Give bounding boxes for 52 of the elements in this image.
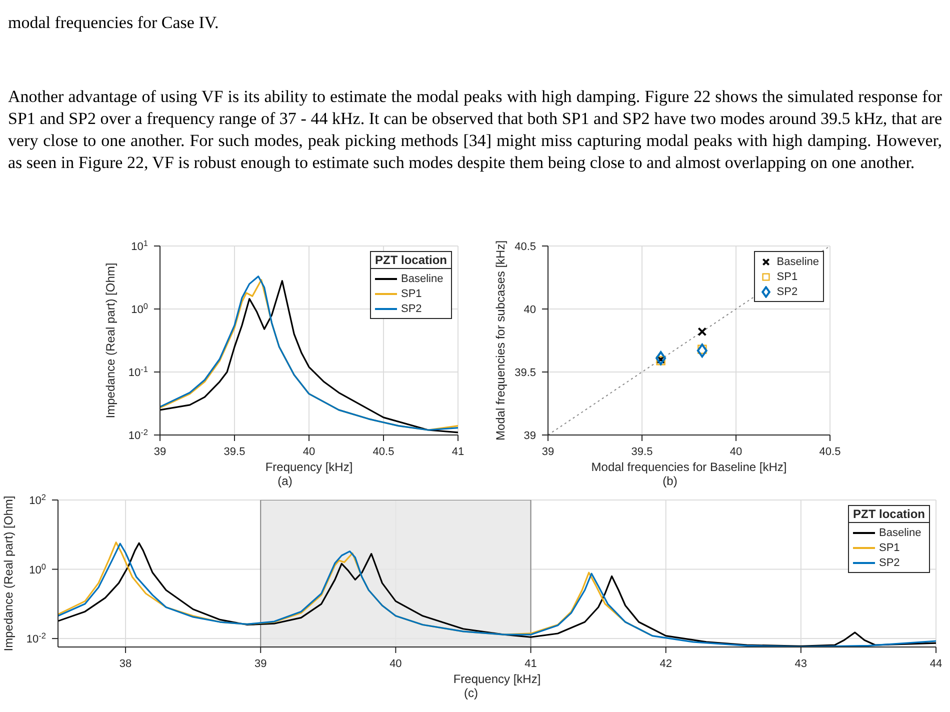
x-tick-label: 39.5 [631, 446, 653, 458]
y-tick-label: 10$^{-2}$ [26, 631, 46, 646]
legend-title: PZT location [849, 506, 929, 523]
legend-label: SP1 [879, 542, 900, 554]
x-tick-label: 40.5 [819, 446, 841, 458]
y-tick-label: 10$^{0}$ [131, 302, 148, 316]
legend-label: SP2 [401, 302, 422, 314]
text: (c) [463, 686, 479, 700]
y-axis-title: Impedance (Real part) [Ohm] [1, 496, 16, 652]
y-axis-title: Impedance (Real part) [Ohm] [103, 262, 118, 418]
y-tick-label: 39.5 [514, 367, 536, 379]
legend-label: SP1 [401, 288, 422, 300]
x-tick-label: 39.5 [224, 446, 246, 458]
legend-label: SP2 [776, 286, 798, 298]
x-tick-label: 39 [542, 446, 554, 458]
point [696, 344, 708, 358]
y-tick-label: 10$^{-2}$ [128, 428, 148, 442]
y-tick-label: 40.5 [514, 241, 536, 253]
legend-label: Baseline [401, 272, 444, 284]
legend-label: SP1 [776, 270, 798, 282]
x-tick-label: 40 [302, 446, 316, 458]
x-tick-label: 38 [119, 658, 132, 670]
x-tick-label: 44 [930, 658, 942, 670]
y-tick-label: 40 [524, 304, 536, 316]
x-tick-label: 40 [730, 446, 742, 458]
x-tick-label: 41 [452, 446, 464, 458]
y-tick-label: 39 [524, 430, 536, 442]
point [656, 351, 666, 366]
x-tick-label: 40 [390, 658, 402, 670]
y-tick-label: 10$^{2}$ [29, 492, 46, 507]
y-tick-label: 10$^{-1}$ [128, 364, 148, 379]
text: (b) [662, 474, 678, 488]
y-tick-label: 10$^{1}$ [131, 238, 148, 253]
legend-label: SP2 [879, 556, 900, 568]
text: modal frequencies for Case IV. [8, 12, 220, 34]
x-tick-label: 39 [254, 658, 267, 670]
x-tick-label: 39 [154, 446, 166, 458]
y-tick-label: 10$^{0}$ [29, 562, 46, 576]
x-axis-title: Frequency [kHz] [265, 460, 353, 474]
text: Another advantage of using VF is its ability to estimate the modal peaks with high damping. Figure 22 shows the simulated response for SP1 and SP2 over a frequency range of 37 - 44 kHz. It can be observed that both SP1 and SP2 have two modes around 39.5 kHz, that are very close to one another. For such modes, peak picking methods [34] might miss capturing modal peaks with high damping. However, as seen in Figure 22, VF is robust enough to estimate such modes despite them being close to and almost overlapping on one another. [8, 86, 942, 174]
x-tick-label: 40.5 [372, 446, 394, 458]
legend-label: Baseline [879, 526, 922, 538]
x-axis-title: Modal frequencies for Baseline [kHz] [591, 460, 787, 474]
legend-label: Baseline [776, 256, 819, 268]
x-tick-label: 43 [794, 658, 808, 670]
y-axis-title: Modal frequencies for subcases [kHz] [493, 240, 508, 441]
text: (a) [276, 474, 294, 488]
legend-title: PZT location [371, 252, 451, 269]
x-tick-label: 42 [660, 658, 672, 670]
point [698, 327, 707, 336]
x-tick-label: 41 [524, 658, 537, 670]
x-axis-title: Frequency [kHz] [453, 672, 541, 686]
